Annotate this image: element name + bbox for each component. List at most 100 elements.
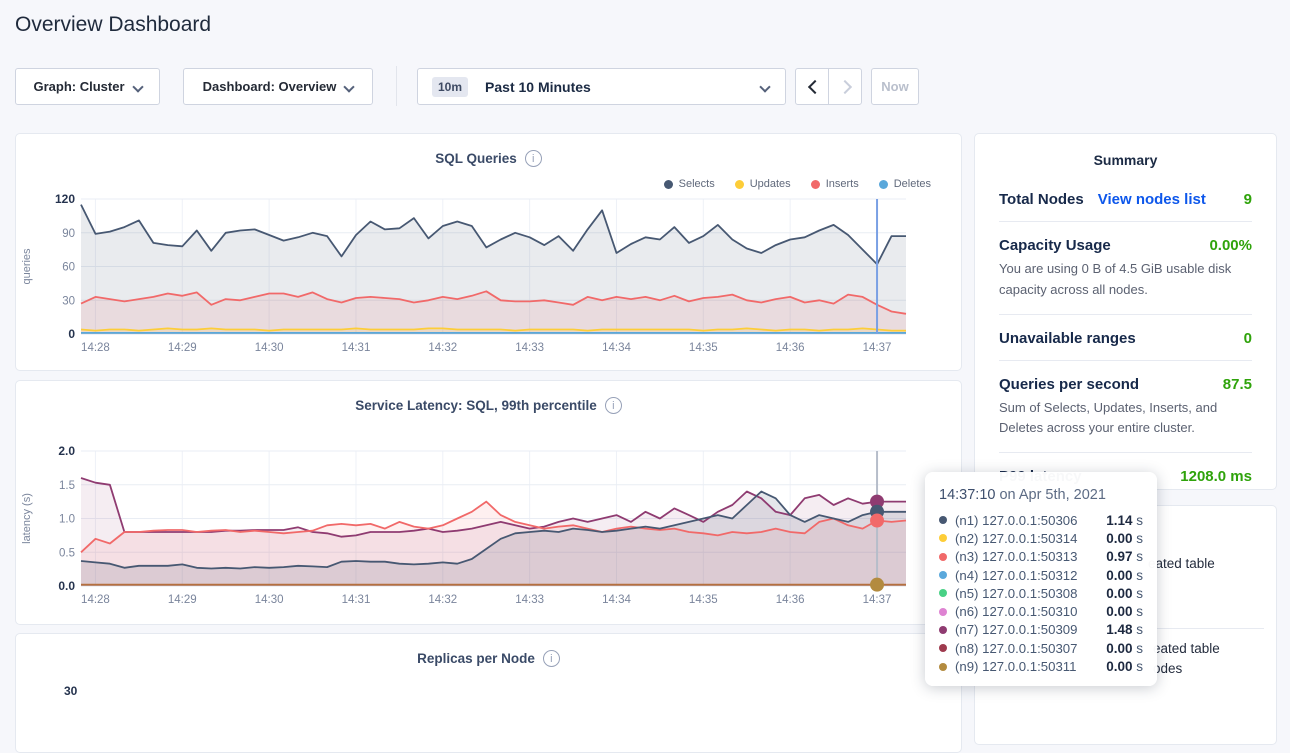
y-axis-tick: 0.5 (59, 547, 75, 559)
y-axis-tick: 120 (55, 192, 75, 206)
tooltip-node-row: (n9) 127.0.0.1:503110.00 s (939, 657, 1143, 675)
summary-panel: Summary Total Nodes View nodes list 9 Ca… (974, 133, 1277, 490)
summary-row-total-nodes: Total Nodes View nodes list 9 (999, 176, 1252, 222)
total-nodes-value: 9 (1244, 191, 1252, 208)
total-nodes-label: Total Nodes (999, 191, 1084, 208)
x-axis-tick: 14:29 (168, 342, 197, 354)
node-latency-value: 0.00 s (1106, 586, 1143, 601)
y-axis-label: latency (s) (21, 493, 33, 544)
time-prev-button[interactable] (795, 68, 829, 105)
x-axis-tick: 14:36 (776, 342, 805, 354)
y-axis-tick: 1.5 (59, 480, 75, 492)
graph-selector-dropdown[interactable]: Graph: Cluster (15, 68, 160, 105)
node-latency-unit: s (1132, 604, 1143, 619)
qps-desc: Sum of Selects, Updates, Inserts, and De… (999, 398, 1252, 453)
node-latency-unit: s (1132, 568, 1143, 583)
info-icon[interactable] (525, 150, 542, 167)
y-axis-tick: 2.0 (58, 444, 75, 458)
replicas-ytick-partial: 30 (64, 684, 77, 698)
unavailable-ranges-value: 0 (1244, 330, 1252, 347)
y-axis-tick: 30 (62, 295, 75, 307)
y-axis-tick: 0.0 (58, 579, 75, 593)
node-latency-unit: s (1132, 549, 1143, 564)
node-address: (n6) 127.0.0.1:50310 (955, 604, 1077, 619)
summary-row-unavailable-ranges: Unavailable ranges 0 (999, 315, 1252, 361)
x-axis-tick: 14:34 (602, 594, 631, 606)
capacity-usage-label: Capacity Usage (999, 237, 1111, 254)
y-axis-tick: 1.0 (59, 514, 75, 526)
service-latency-chart[interactable]: 14:2814:2914:3014:3114:3214:3314:3414:35… (16, 441, 961, 611)
node-latency-value: 0.00 s (1106, 641, 1143, 656)
replicas-per-node-card: Replicas per Node 30 (15, 633, 962, 753)
node-address: (n2) 127.0.0.1:50314 (955, 531, 1077, 546)
tooltip-node-row: (n4) 127.0.0.1:50312 0.00 s (939, 566, 1143, 584)
info-icon[interactable] (605, 397, 622, 414)
time-range-dropdown[interactable]: 10m Past 10 Minutes (417, 68, 786, 105)
tooltip-node-row: (n8) 127.0.0.1:503070.00 s (939, 639, 1143, 657)
x-axis-tick: 14:37 (863, 594, 892, 606)
tooltip-node-row: (n5) 127.0.0.1:50308 0.00 s (939, 584, 1143, 602)
x-axis-tick: 14:34 (602, 342, 631, 354)
x-axis-tick: 14:37 (863, 342, 892, 354)
capacity-usage-desc: You are using 0 B of 4.5 GiB usable disk… (999, 259, 1252, 314)
chart-title-service-latency: Service Latency: SQL, 99th percentile (355, 398, 597, 413)
node-address: (n5) 127.0.0.1:50308 (955, 586, 1077, 601)
capacity-usage-value: 0.00% (1209, 237, 1252, 254)
x-axis-tick: 14:30 (255, 342, 284, 354)
node-latency-value: 1.14 s (1106, 513, 1143, 528)
sql-queries-chart[interactable]: 14:2814:2914:3014:3114:3214:3314:3414:35… (16, 189, 961, 359)
unavailable-ranges-label: Unavailable ranges (999, 330, 1136, 347)
node-latency-value: 0.00 s (1106, 659, 1143, 674)
chevron-right-icon (840, 82, 850, 92)
x-axis-tick: 14:31 (342, 342, 371, 354)
dashboard-selector-label: Dashboard: Overview (203, 79, 337, 94)
x-axis-tick: 14:30 (255, 594, 284, 606)
chevron-down-icon (134, 83, 142, 91)
time-next-button[interactable] (828, 68, 862, 105)
x-axis-tick: 14:32 (428, 342, 457, 354)
dashboard-selector-dropdown[interactable]: Dashboard: Overview (183, 68, 373, 105)
node-address: (n4) 127.0.0.1:50312 (955, 568, 1077, 583)
node-address: (n1) 127.0.0.1:50306 (955, 513, 1077, 528)
node-latency-unit: s (1132, 531, 1143, 546)
hover-point-dot (870, 578, 884, 592)
event-item-text[interactable]: odes (1153, 661, 1182, 676)
tooltip-node-row: (n3) 127.0.0.1:503130.97 s (939, 548, 1143, 566)
node-color-dot-icon (939, 553, 947, 561)
node-color-dot-icon (939, 516, 947, 524)
node-latency-unit: s (1132, 622, 1143, 637)
page-title: Overview Dashboard (15, 13, 211, 37)
node-latency-unit: s (1132, 641, 1143, 656)
graph-selector-label: Graph: Cluster (33, 79, 124, 94)
y-axis-tick: 60 (62, 262, 75, 274)
summary-row-qps: Queries per second 87.5 Sum of Selects, … (999, 361, 1252, 454)
tooltip-date: on Apr 5th, 2021 (995, 487, 1105, 503)
legend-dot-icon (735, 180, 744, 189)
node-latency-unit: s (1132, 586, 1143, 601)
x-axis-tick: 14:29 (168, 594, 197, 606)
info-icon[interactable] (543, 650, 560, 667)
y-axis-label: queries (21, 248, 33, 285)
service-latency-card: Service Latency: SQL, 99th percentile 14… (15, 380, 962, 625)
tooltip-node-rows: (n1) 127.0.0.1:50306 1.14 s (n2) 127.0.0.1… (939, 511, 1143, 676)
view-nodes-list-link[interactable]: View nodes list (1098, 191, 1206, 208)
node-address: (n7) 127.0.0.1:50309 (955, 622, 1077, 637)
node-latency-unit: s (1132, 513, 1143, 528)
chevron-down-icon (761, 83, 769, 91)
x-axis-tick: 14:35 (689, 342, 718, 354)
qps-value: 87.5 (1223, 376, 1252, 393)
tooltip-timestamp: 14:37:10 on Apr 5th, 2021 (939, 487, 1143, 503)
node-latency-value: 0.97 s (1106, 549, 1143, 564)
x-axis-tick: 14:33 (515, 342, 544, 354)
event-item-text[interactable]: eated table (1153, 641, 1220, 656)
chevron-left-icon (807, 82, 817, 92)
chart-hover-tooltip: 14:37:10 on Apr 5th, 2021 (n1) 127.0.0.1… (925, 472, 1157, 686)
node-latency-value: 0.00 s (1106, 568, 1143, 583)
sql-queries-card: SQL Queries SelectsUpdatesInsertsDeletes… (15, 133, 962, 371)
now-button[interactable]: Now (871, 68, 919, 105)
chart-title-sql-queries: SQL Queries (435, 151, 517, 166)
event-item-text[interactable]: eated table (1148, 556, 1215, 571)
x-axis-tick: 14:32 (428, 594, 457, 606)
time-range-badge: 10m (432, 77, 468, 97)
legend-dot-icon (879, 180, 888, 189)
